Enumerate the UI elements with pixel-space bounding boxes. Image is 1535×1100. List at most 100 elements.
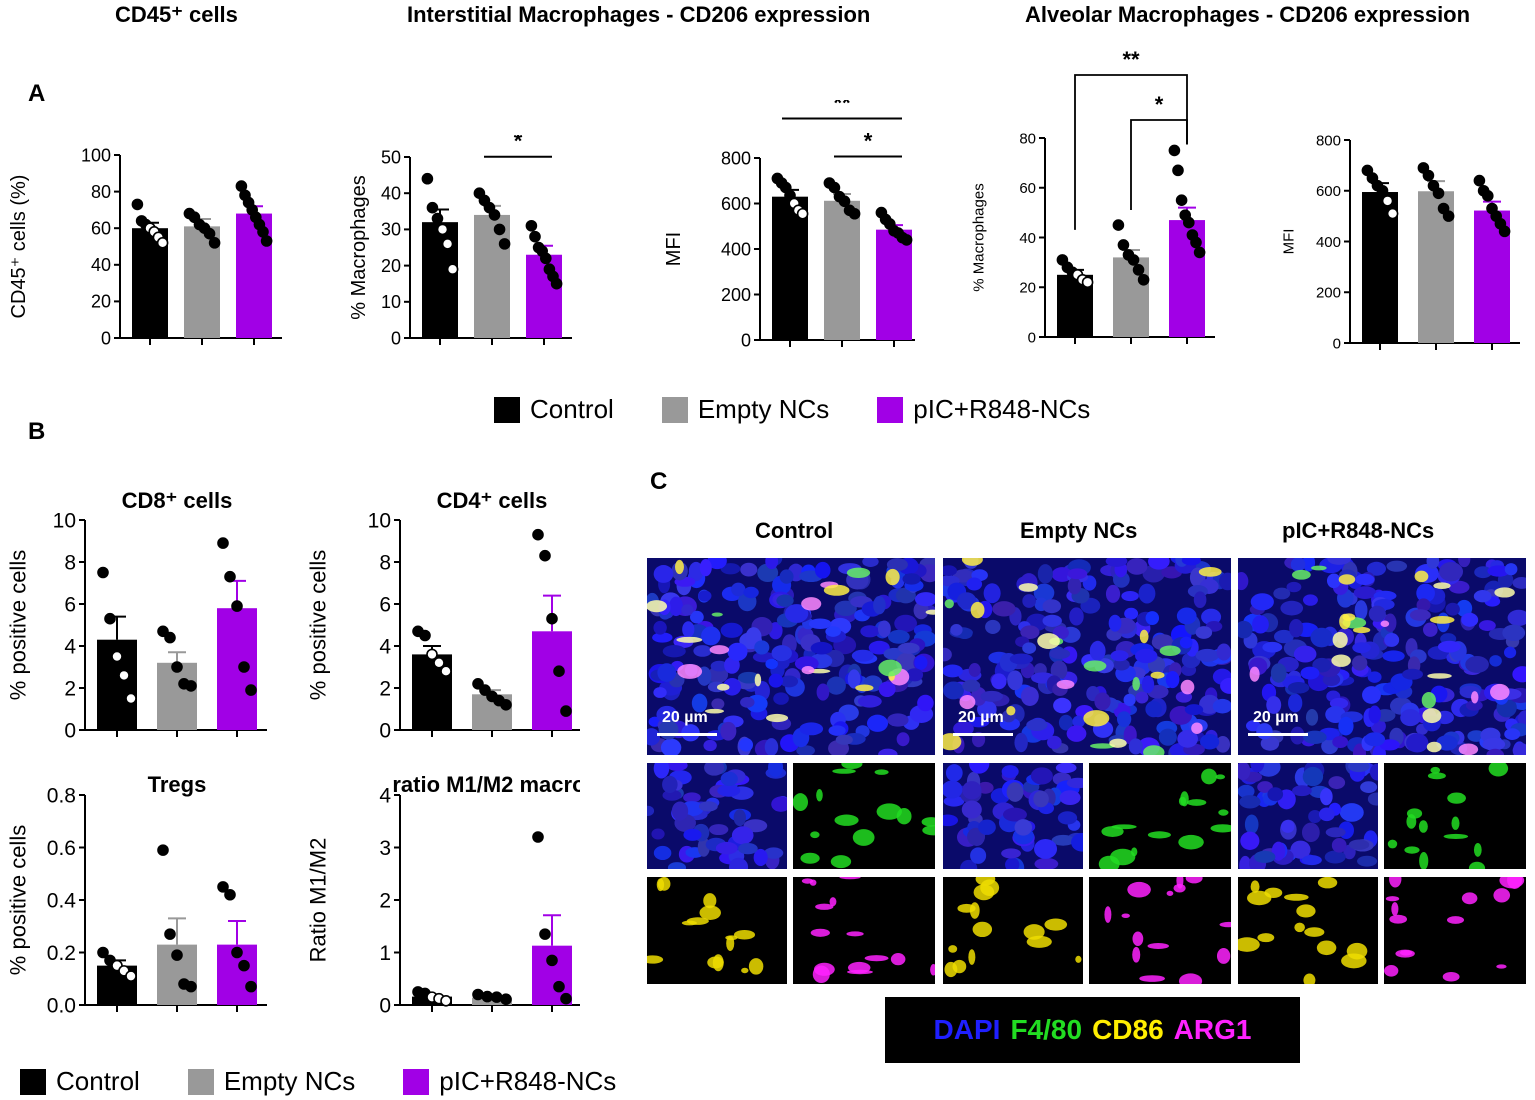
y-tick-label: 20 — [381, 256, 401, 276]
nucleus — [1382, 650, 1405, 662]
legend-swatch-empty — [661, 396, 688, 423]
nucleus — [914, 592, 935, 607]
nucleus — [1005, 857, 1020, 869]
nucleus — [683, 828, 702, 841]
signal — [676, 636, 703, 643]
nucleus — [733, 809, 746, 827]
y-tick-label: 60 — [1019, 180, 1036, 197]
y-tick-label: 2 — [64, 677, 76, 700]
nucleus — [1368, 605, 1386, 622]
nucleus — [731, 582, 746, 597]
nucleus — [816, 683, 830, 701]
nucleus — [1055, 763, 1077, 774]
nucleus — [796, 745, 815, 755]
y-axis-label: % positive cells — [6, 550, 31, 700]
nucleus — [1369, 763, 1378, 781]
signal — [1391, 902, 1399, 916]
nucleus — [1287, 682, 1310, 694]
nucleus — [1324, 850, 1346, 864]
nucleus — [765, 658, 778, 670]
signal — [1419, 851, 1429, 869]
signal — [1180, 679, 1195, 695]
signal — [1429, 615, 1455, 624]
y-tick-label: 50 — [381, 147, 401, 167]
signal — [748, 958, 764, 975]
chart-title: CD8⁺ cells — [122, 488, 233, 513]
nucleus — [771, 645, 792, 662]
nucleus — [1416, 598, 1431, 612]
data-point — [217, 881, 229, 893]
signal — [1426, 741, 1442, 753]
signal — [717, 683, 730, 691]
nucleus — [1089, 641, 1106, 661]
header-interstitial: Interstitial Macrophages - CD206 express… — [407, 2, 871, 27]
data-point — [111, 650, 123, 663]
data-point — [500, 699, 512, 711]
nucleus — [1507, 609, 1526, 626]
data-point — [539, 928, 551, 940]
nucleus — [1465, 656, 1489, 673]
nucleus — [1124, 607, 1139, 620]
nucleus — [898, 642, 920, 654]
nucleus — [1326, 573, 1341, 589]
y-tick-label: 0 — [64, 719, 76, 740]
nucleus — [902, 573, 921, 585]
nucleus — [985, 619, 1001, 634]
nucleus — [1386, 560, 1408, 572]
signal — [1143, 745, 1165, 755]
nucleus — [1354, 600, 1368, 621]
scale-bar — [1248, 733, 1308, 736]
signal — [876, 803, 902, 820]
nucleus — [878, 748, 898, 755]
data-point — [1473, 174, 1486, 187]
nucleus — [1123, 693, 1136, 707]
y-tick-label: 60 — [91, 219, 111, 239]
nucleus — [1252, 615, 1269, 634]
nucleus — [1058, 714, 1074, 731]
nucleus — [943, 795, 965, 807]
data-point — [838, 195, 851, 208]
signal — [647, 955, 664, 964]
legend-label-control: Control — [530, 394, 614, 424]
signal — [1418, 820, 1428, 833]
nucleus — [1105, 558, 1128, 567]
signal — [1395, 949, 1415, 958]
data-point — [260, 235, 273, 247]
data-point — [446, 263, 459, 276]
signal — [647, 600, 668, 613]
nucleus — [1360, 781, 1378, 794]
nucleus — [1066, 777, 1083, 789]
nucleus — [906, 668, 924, 682]
data-point — [828, 181, 841, 194]
y-tick-label: 400 — [721, 239, 751, 259]
nucleus — [1238, 620, 1253, 639]
y-tick-label: 600 — [1316, 183, 1341, 200]
nucleus — [1352, 655, 1368, 671]
nucleus — [1148, 558, 1170, 570]
data-point — [540, 252, 552, 265]
nucleus — [1034, 839, 1058, 859]
nucleus — [1504, 646, 1517, 659]
nucleus — [814, 561, 831, 579]
nucleus — [1051, 834, 1075, 846]
signal — [766, 713, 789, 723]
nucleus — [681, 604, 694, 616]
nucleus — [943, 780, 963, 799]
nucleus — [1116, 711, 1132, 728]
nucleus — [1201, 608, 1222, 626]
nucleus — [715, 841, 738, 855]
data-point — [224, 888, 236, 901]
signal — [922, 825, 935, 836]
nucleus — [828, 725, 846, 736]
nucleus — [1465, 700, 1483, 711]
signal — [846, 931, 864, 937]
signal — [1446, 916, 1465, 924]
nucleus — [724, 656, 740, 674]
nucleus — [962, 679, 981, 692]
nucleus — [1448, 580, 1470, 594]
nucleus — [1022, 594, 1036, 608]
nucleus — [1489, 655, 1502, 667]
data-point — [238, 661, 250, 673]
nucleus — [1072, 715, 1085, 728]
